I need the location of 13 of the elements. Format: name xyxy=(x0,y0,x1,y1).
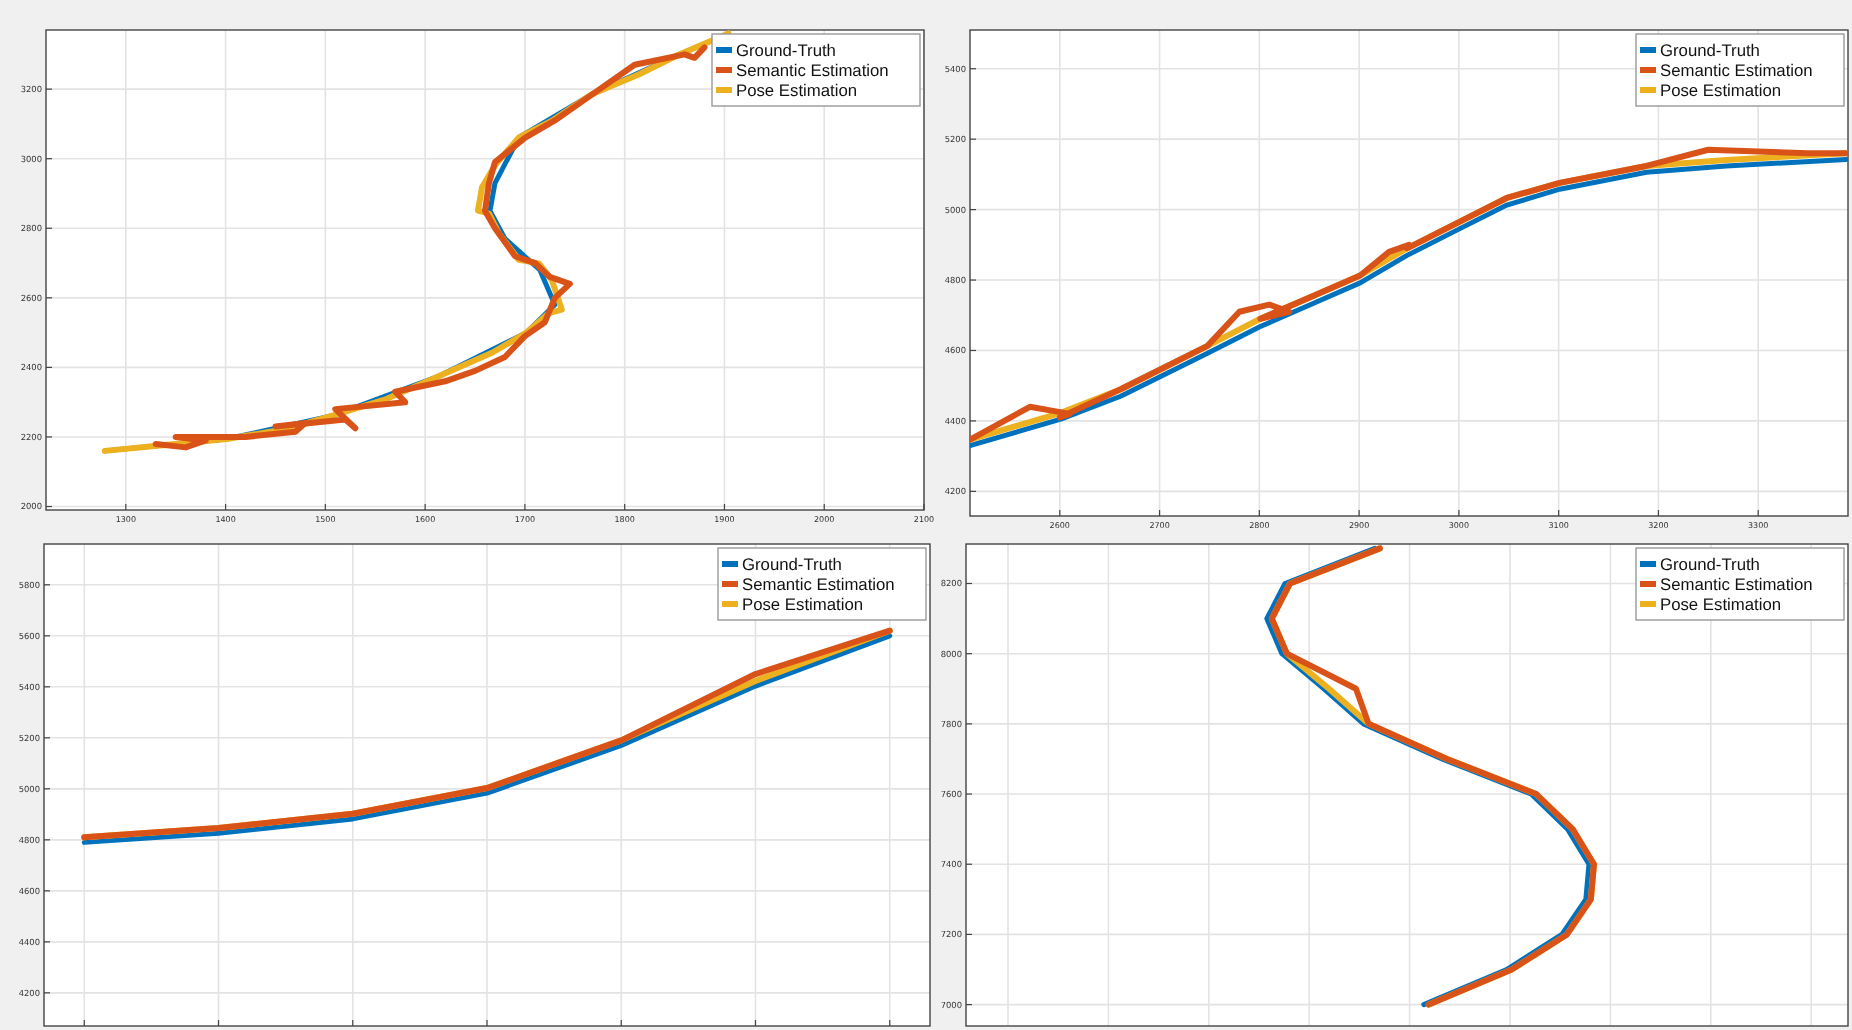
legend-label: Ground-Truth xyxy=(742,553,843,574)
legend-label: Pose Estimation xyxy=(1660,593,1782,614)
legend-label: Ground-Truth xyxy=(1660,39,1761,60)
legend-label: Semantic Estimation xyxy=(1660,59,1814,80)
legend-label: Semantic Estimation xyxy=(736,59,890,80)
legend-label: Ground-Truth xyxy=(1660,553,1761,574)
legend-label: Ground-Truth xyxy=(736,39,837,60)
legend-label: Pose Estimation xyxy=(736,79,858,100)
legend-label: Pose Estimation xyxy=(742,593,864,614)
legend-label: Semantic Estimation xyxy=(1660,573,1814,594)
legend-label: Semantic Estimation xyxy=(742,573,896,594)
line-series xyxy=(152,44,708,451)
legend-label: Pose Estimation xyxy=(1660,79,1782,100)
